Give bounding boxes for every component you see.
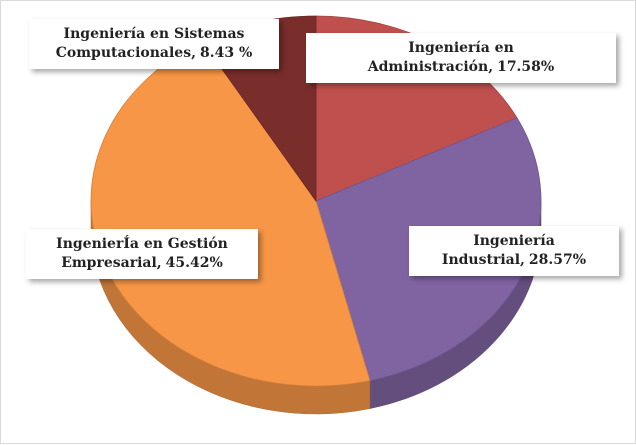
- data-label: Ingeniería en Administración, 17.58%: [306, 33, 616, 83]
- slice-value: 8.43 %: [199, 45, 253, 61]
- slice-category: Ingeniería en Administración,: [367, 40, 514, 75]
- slice-category: Ingeniería en Sistemas Computacionales,: [55, 26, 245, 61]
- slice-value: 17.58%: [497, 59, 555, 75]
- slice-value: 28.57%: [528, 252, 587, 268]
- slice-value: 45.42%: [165, 255, 223, 271]
- slice-category: Ingeniería Industrial,: [441, 233, 555, 268]
- data-label: IngenierÍa en Gestión Empresarial, 45.42%: [26, 229, 258, 279]
- data-label: Ingeniería en Sistemas Computacionales, 8…: [29, 19, 279, 69]
- data-label: Ingeniería Industrial, 28.57%: [409, 226, 619, 276]
- slice-category: IngenierÍa en Gestión Empresarial,: [56, 236, 228, 271]
